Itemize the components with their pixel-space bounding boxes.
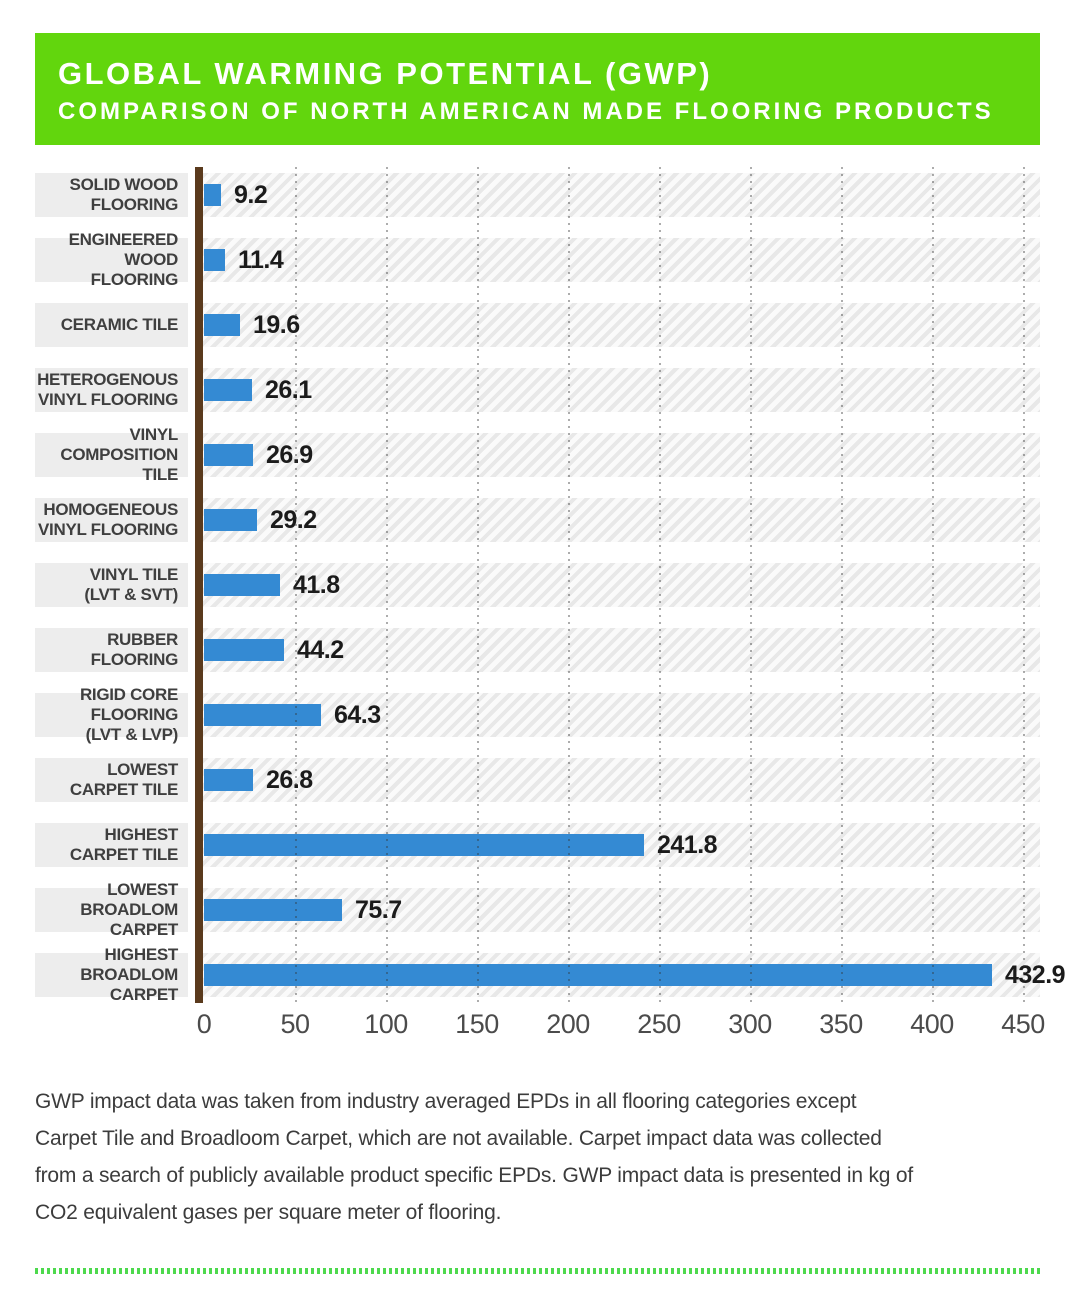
gridline bbox=[295, 167, 297, 1003]
category-label: RUBBER FLOORING bbox=[35, 628, 188, 672]
category-label: VINYL COMPOSITION TILE bbox=[35, 425, 188, 484]
bar-value-label: 41.8 bbox=[293, 571, 340, 599]
x-tick-label: 0 bbox=[196, 1009, 212, 1039]
x-tick-label: 200 bbox=[546, 1009, 590, 1039]
x-tick-label: 50 bbox=[280, 1009, 310, 1039]
chart-row: VINYL TILE (LVT & SVT) 41.8 bbox=[35, 563, 1040, 607]
category-label: CERAMIC TILE bbox=[35, 303, 188, 347]
row-hatch-track bbox=[203, 173, 1040, 217]
category-label: LOWEST BROADLOM CARPET bbox=[35, 880, 188, 939]
x-tick-label: 450 bbox=[1001, 1009, 1045, 1039]
chart-row: HIGHEST BROADLOM CARPET 432.9 bbox=[35, 945, 1066, 1004]
row-hatch-track bbox=[203, 498, 1040, 542]
row-hatch-track bbox=[203, 628, 1040, 672]
gridline bbox=[568, 167, 570, 1003]
row-hatch-track bbox=[203, 433, 1040, 477]
y-axis-line bbox=[195, 167, 203, 1003]
bar bbox=[204, 574, 280, 596]
bar-value-label: 26.8 bbox=[266, 766, 313, 794]
gridline bbox=[659, 167, 661, 1003]
bar bbox=[204, 964, 992, 986]
bar-value-label: 19.6 bbox=[253, 311, 300, 339]
bar bbox=[204, 184, 221, 206]
bar bbox=[204, 314, 240, 336]
bar-value-label: 75.7 bbox=[355, 896, 402, 924]
row-hatch-track bbox=[203, 368, 1040, 412]
bar-value-label: 9.2 bbox=[234, 181, 268, 209]
bar-value-label: 64.3 bbox=[334, 701, 381, 729]
bar bbox=[204, 769, 253, 791]
bar-value-label: 26.1 bbox=[265, 376, 312, 404]
chart-row: ENGINEERED WOOD FLOORING 11.4 bbox=[35, 230, 1040, 289]
gridline bbox=[750, 167, 752, 1003]
row-hatch-track bbox=[203, 238, 1040, 282]
chart-row: RUBBER FLOORING 44.2 bbox=[35, 628, 1040, 672]
bar-chart: SOLID WOOD FLOORING 9.2 ENGINEERED WOOD FLOO… bbox=[35, 167, 1066, 1004]
chart-row: VINYL COMPOSITION TILE 26.9 bbox=[35, 425, 1040, 484]
category-label: RIGID CORE FLOORING (LVT & LVP) bbox=[35, 685, 188, 744]
row-hatch-track bbox=[203, 693, 1040, 737]
gridline bbox=[1023, 167, 1025, 1003]
row-hatch-track bbox=[203, 563, 1040, 607]
chart-row: HOMOGENEOUS VINYL FLOORING 29.2 bbox=[35, 498, 1040, 542]
page-subtitle: COMPARISON OF NORTH AMERICAN MADE FLOORI… bbox=[58, 98, 994, 125]
row-hatch-track bbox=[203, 888, 1040, 932]
page-title: GLOBAL WARMING POTENTIAL (GWP) bbox=[58, 56, 713, 91]
x-tick-label: 300 bbox=[728, 1009, 772, 1039]
category-label: HIGHEST CARPET TILE bbox=[35, 823, 188, 867]
bar bbox=[204, 509, 257, 531]
bar bbox=[204, 639, 284, 661]
chart-row: LOWEST BROADLOM CARPET 75.7 bbox=[35, 880, 1040, 939]
bar bbox=[204, 249, 225, 271]
bar-value-label: 432.9 bbox=[1005, 961, 1066, 989]
bar bbox=[204, 704, 321, 726]
bar bbox=[204, 379, 252, 401]
row-hatch-track bbox=[203, 758, 1040, 802]
chart-row: CERAMIC TILE 19.6 bbox=[35, 303, 1040, 347]
gridline bbox=[386, 167, 388, 1003]
footnote-text: GWP impact data was taken from industry … bbox=[35, 1090, 913, 1224]
chart-row: LOWEST CARPET TILE 26.8 bbox=[35, 758, 1040, 802]
bar bbox=[204, 899, 342, 921]
category-label: HOMOGENEOUS VINYL FLOORING bbox=[35, 498, 188, 542]
row-hatch-track bbox=[203, 303, 1040, 347]
gridline bbox=[841, 167, 843, 1003]
bar bbox=[204, 444, 253, 466]
x-tick-label: 250 bbox=[637, 1009, 681, 1039]
category-label: LOWEST CARPET TILE bbox=[35, 758, 188, 802]
bar-value-label: 241.8 bbox=[657, 831, 718, 859]
bar-value-label: 29.2 bbox=[270, 506, 317, 534]
chart-row: SOLID WOOD FLOORING 9.2 bbox=[35, 173, 1040, 217]
gridline bbox=[477, 167, 479, 1003]
category-label: HETEROGENOUS VINYL FLOORING bbox=[35, 368, 188, 412]
chart-row: RIGID CORE FLOORING (LVT & LVP) 64.3 bbox=[35, 685, 1040, 744]
x-tick-label: 100 bbox=[364, 1009, 408, 1039]
category-label: SOLID WOOD FLOORING bbox=[35, 173, 188, 217]
dotted-divider bbox=[35, 1268, 1040, 1274]
bar-value-label: 11.4 bbox=[238, 246, 284, 274]
chart-row: HETEROGENOUS VINYL FLOORING 26.1 bbox=[35, 368, 1040, 412]
bar-value-label: 44.2 bbox=[297, 636, 344, 664]
x-tick-label: 350 bbox=[819, 1009, 863, 1039]
x-tick-label: 150 bbox=[455, 1009, 499, 1039]
x-axis: 0 50 100 150 200 250 300 350 400 450 bbox=[35, 1007, 1046, 1041]
category-label: VINYL TILE (LVT & SVT) bbox=[35, 563, 188, 607]
bar-value-label: 26.9 bbox=[266, 441, 313, 469]
category-label: HIGHEST BROADLOM CARPET bbox=[35, 945, 188, 1004]
bar bbox=[204, 834, 644, 856]
chart-row: HIGHEST CARPET TILE 241.8 bbox=[35, 823, 1040, 867]
chart-header: GLOBAL WARMING POTENTIAL (GWP) COMPARISO… bbox=[35, 33, 1040, 145]
x-tick-label: 400 bbox=[910, 1009, 954, 1039]
gridline bbox=[932, 167, 934, 1003]
category-label: ENGINEERED WOOD FLOORING bbox=[35, 230, 188, 289]
